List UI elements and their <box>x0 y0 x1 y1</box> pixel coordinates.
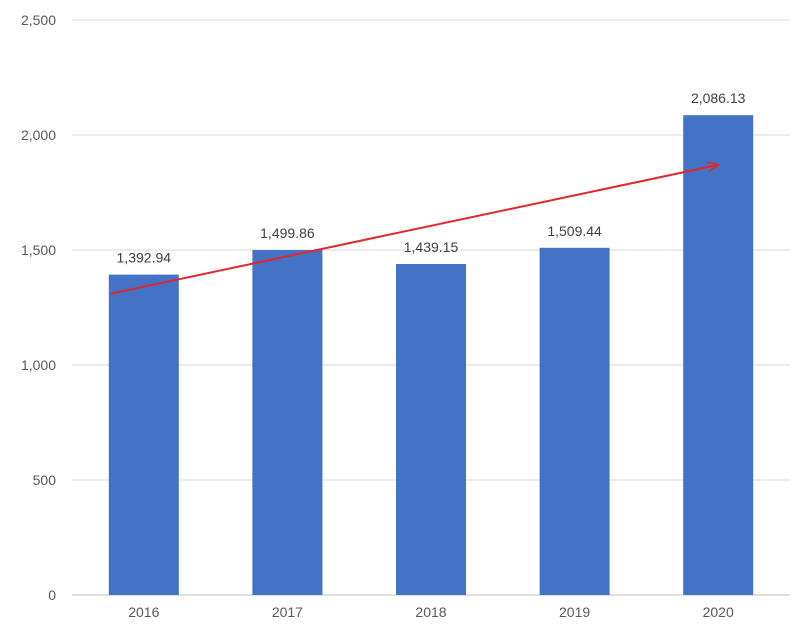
x-axis-ticks: 2016 2017 2018 2019 2020 <box>128 604 734 620</box>
x-tick-label: 2018 <box>415 604 446 620</box>
y-tick-label: 1,500 <box>21 242 56 258</box>
trend-arrow <box>110 165 718 295</box>
data-label: 1,392.94 <box>117 250 172 266</box>
x-tick-label: 2017 <box>272 604 303 620</box>
y-tick-label: 2,500 <box>21 12 56 28</box>
bars <box>108 115 754 596</box>
data-label: 1,509.44 <box>547 223 602 239</box>
y-tick-label: 0 <box>48 587 56 603</box>
data-label: 2,086.13 <box>691 90 746 106</box>
bar-2020 <box>683 115 754 596</box>
bar-2017 <box>252 250 323 595</box>
bar-2018 <box>396 263 466 595</box>
data-label: 1,499.86 <box>260 225 315 241</box>
y-axis-ticks: 0 500 1,000 1,500 2,000 2,500 <box>21 12 56 603</box>
y-tick-label: 1,000 <box>21 357 56 373</box>
x-tick-label: 2016 <box>128 604 159 620</box>
x-tick-label: 2020 <box>703 604 734 620</box>
y-tick-label: 500 <box>33 472 57 488</box>
y-tick-label: 2,000 <box>21 127 56 143</box>
data-labels: 1,392.94 1,499.86 1,439.15 1,509.44 2,086.13 <box>117 90 746 265</box>
annotations <box>110 165 718 295</box>
data-label: 1,439.15 <box>404 239 459 255</box>
x-tick-label: 2019 <box>559 604 590 620</box>
bar-2016 <box>108 274 179 595</box>
bar-2019 <box>539 247 610 595</box>
